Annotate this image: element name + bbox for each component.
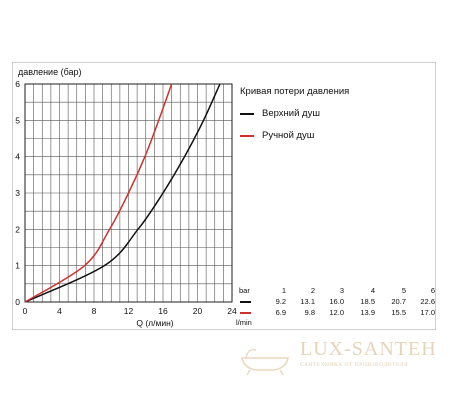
y-tick-label: 4 [15, 152, 20, 162]
y-tick-label: 2 [15, 224, 20, 234]
y-tick-label: 6 [15, 79, 20, 89]
table-cell: 15.5 [391, 308, 406, 317]
legend-label-series-2: Ручной душ [262, 130, 315, 141]
table-cell: 9.8 [304, 308, 315, 317]
table-unit-flow: l/min [236, 318, 252, 327]
legend-item-series-1: Верхний душ [240, 108, 320, 119]
watermark-text: LUX-SANTEH [300, 338, 437, 360]
x-axis-title: Q (л/мин) [136, 318, 174, 328]
y-tick-label: 1 [15, 261, 20, 271]
table-cell: 16.0 [329, 297, 344, 306]
y-tick-label: 5 [15, 115, 20, 125]
x-tick-label: 24 [227, 306, 237, 316]
table-cell: 18.5 [360, 297, 375, 306]
x-tick-label: 0 [23, 306, 28, 316]
series-line-2 [24, 83, 173, 303]
plot-area-border [24, 83, 233, 303]
x-tick-label: 12 [124, 306, 134, 316]
legend-label-series-1: Верхний душ [262, 108, 320, 119]
table-cell: 6.9 [275, 308, 286, 317]
table-header-cell: 1 [281, 286, 286, 295]
table-cell: 12.0 [329, 308, 344, 317]
legend-item-series-2: Ручной душ [240, 130, 314, 141]
table-header-cell: 3 [339, 286, 344, 295]
table-cell: 20.7 [391, 297, 406, 306]
x-tick-label: 20 [193, 306, 203, 316]
legend-title: Кривая потери давления [240, 86, 350, 97]
table-cell: 9.2 [275, 297, 286, 306]
table-cell: 13.1 [300, 297, 315, 306]
y-axis-title: давление (бар) [18, 67, 82, 77]
watermark-bathtub-logo [241, 348, 289, 376]
table-header-cell: 4 [370, 286, 375, 295]
y-tick-label: 0 [15, 297, 20, 307]
table-row-swatch [240, 301, 251, 303]
x-tick-label: 16 [158, 306, 168, 316]
x-tick-label: 8 [92, 306, 97, 316]
table-row-swatch [240, 312, 251, 314]
legend-swatch-red [240, 134, 254, 137]
table-cell: 17.0 [420, 308, 435, 317]
table-unit-bar: bar [239, 286, 250, 295]
watermark-subtext: САНТЕХНИКА ОТ ПРОИЗВОДИТЕЛЯ [300, 362, 409, 368]
table-header-cell: 5 [401, 286, 406, 295]
y-tick-label: 3 [15, 188, 20, 198]
legend-swatch-black [240, 112, 254, 115]
table-cell: 22.6 [420, 297, 435, 306]
series-line-1 [24, 83, 221, 303]
x-tick-label: 4 [57, 306, 62, 316]
table-header-cell: 2 [310, 286, 315, 295]
table-header-cell: 6 [430, 286, 435, 295]
table-cell: 13.9 [360, 308, 375, 317]
chart-frame [12, 62, 436, 330]
